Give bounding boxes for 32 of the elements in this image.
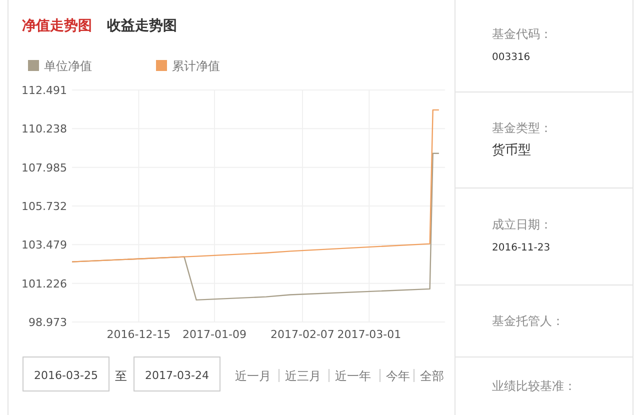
- x-tick-label: 2017-02-07: [270, 328, 334, 341]
- chart-title: 净值走势图: [22, 18, 92, 34]
- x-tick-label: 2016-12-15: [106, 328, 171, 341]
- text: 2016-03-25: [34, 369, 98, 382]
- y-tick-label: 98.973: [28, 316, 67, 329]
- y-tick-label: 107.985: [22, 161, 67, 174]
- text: 近一年: [335, 369, 371, 383]
- text: 今年: [386, 369, 410, 383]
- x-tick-label: 2017-03-01: [337, 328, 402, 341]
- y-tick-label: 105.732: [22, 200, 67, 213]
- text: 至: [115, 369, 127, 383]
- y-tick-label: 103.479: [22, 238, 67, 252]
- text: 003316: [492, 52, 530, 63]
- chart-subtitle: 收益走势图: [107, 18, 177, 34]
- text: 近三月: [285, 369, 321, 383]
- y-tick-label: 101.226: [22, 277, 67, 290]
- text: 业绩比较基准：: [492, 379, 576, 393]
- text: 货币型: [492, 143, 531, 158]
- legend-label: 累计净值: [172, 59, 220, 73]
- text: 基金托管人：: [492, 314, 564, 328]
- y-tick-label: 112.491: [22, 84, 67, 97]
- text: 近一月: [235, 369, 271, 383]
- text: 基金类型：: [492, 121, 552, 135]
- text: 全部: [420, 369, 444, 383]
- text: 2016-11-23: [492, 242, 550, 254]
- legend-label: 单位净值: [44, 59, 92, 73]
- text: 基金代码：: [492, 27, 552, 41]
- y-tick-label: 110.238: [22, 122, 67, 136]
- text: 成立日期：: [492, 218, 552, 232]
- line-series: [71, 109, 440, 262]
- x-tick-label: 2017-01-09: [182, 328, 246, 341]
- text: 2017-03-24: [145, 369, 209, 382]
